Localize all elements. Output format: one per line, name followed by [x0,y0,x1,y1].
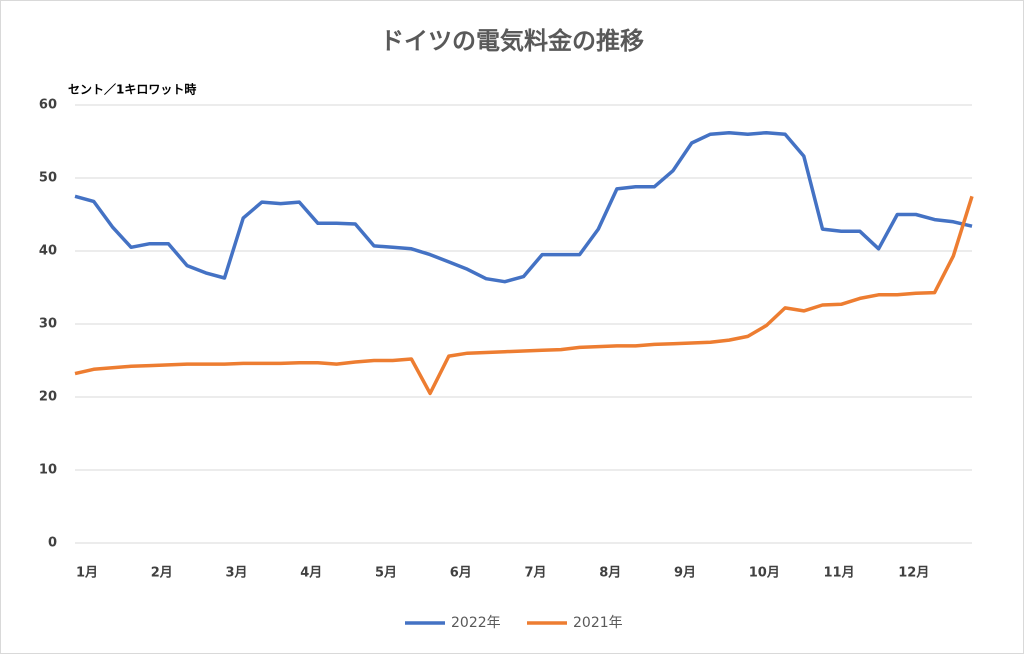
y-tick-label: 20 [39,390,57,405]
data-line [74,195,974,396]
legend-label: 2021年 [573,615,623,631]
x-tick-label: 3月 [226,566,248,581]
data-line [74,130,973,284]
x-tick-label: 4月 [300,566,322,581]
chart-title: ドイツの電気料金の推移 [380,27,644,55]
y-tick-label: 10 [39,463,57,478]
y-axis-label: セント／1キロワット時 [68,82,196,97]
y-tick-label: 30 [39,317,57,332]
x-tick-label: 10月 [749,566,780,581]
x-tick-label: 5月 [375,566,397,581]
y-tick-label: 0 [48,536,57,551]
x-tick-label: 9月 [674,566,696,581]
legend-label: 2022年 [451,615,501,631]
x-tick-label: 2月 [151,566,173,581]
x-tick-label: 7月 [525,566,547,581]
x-tick-label: 8月 [599,566,621,581]
x-tick-label: 6月 [450,566,472,581]
x-tick-label: 12月 [898,566,929,581]
x-tick-label: 1月 [76,566,98,581]
x-tick-label: 11月 [824,566,855,581]
y-tick-label: 50 [39,171,57,186]
y-tick-label: 60 [39,98,57,113]
y-tick-label: 40 [39,244,57,259]
